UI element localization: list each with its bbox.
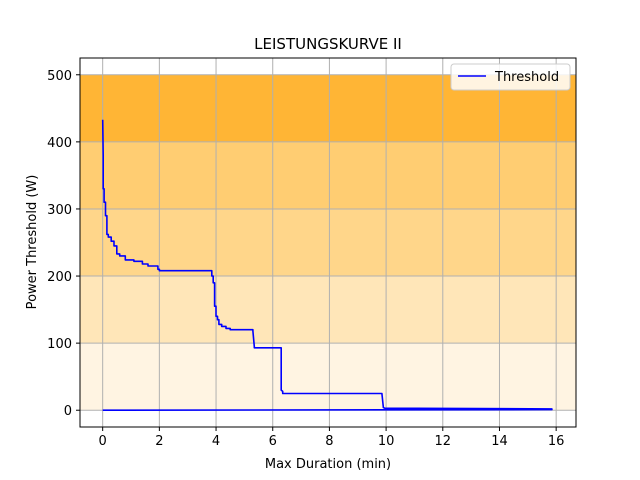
chart-title: LEISTUNGSKURVE II (254, 35, 402, 53)
y-tick-label: 200 (47, 270, 72, 285)
x-tick-label: 10 (378, 434, 395, 449)
plot-frame (79, 57, 577, 428)
x-tick-label: 16 (548, 434, 565, 449)
legend-box (450, 63, 571, 91)
x-tick-label: 2 (155, 434, 163, 449)
x-axis: 0 2 4 6 8 10 12 14 16 (99, 427, 565, 449)
power-band-2 (80, 208, 576, 277)
x-tick-label: 0 (99, 434, 107, 449)
y-tick-label: 400 (47, 136, 72, 151)
x-tick-label: 14 (491, 434, 508, 449)
x-tick-label: 4 (212, 434, 220, 449)
legend: Threshold (450, 63, 571, 91)
power-bands (80, 74, 576, 411)
y-tick-label: 500 (47, 69, 72, 84)
x-axis-label: Max Duration (min) (265, 457, 391, 472)
power-band-3 (80, 141, 576, 209)
y-tick-label: 100 (47, 337, 72, 352)
x-tick-label: 12 (435, 434, 452, 449)
power-band-1 (80, 276, 576, 344)
series-layer (101, 119, 553, 412)
y-tick-label: 300 (47, 203, 72, 218)
x-tick-label: 6 (269, 434, 277, 449)
y-tick-label: 0 (64, 404, 72, 419)
y-axis: 0 100 200 300 400 500 (47, 69, 80, 419)
y-axis-label: Power Threshold (W) (25, 175, 40, 310)
legend-label-threshold: Threshold (494, 70, 559, 85)
power-band-0 (80, 343, 576, 411)
x-tick-label: 8 (325, 434, 333, 449)
grid-lines (80, 58, 576, 427)
series-line-threshold (101, 119, 553, 412)
